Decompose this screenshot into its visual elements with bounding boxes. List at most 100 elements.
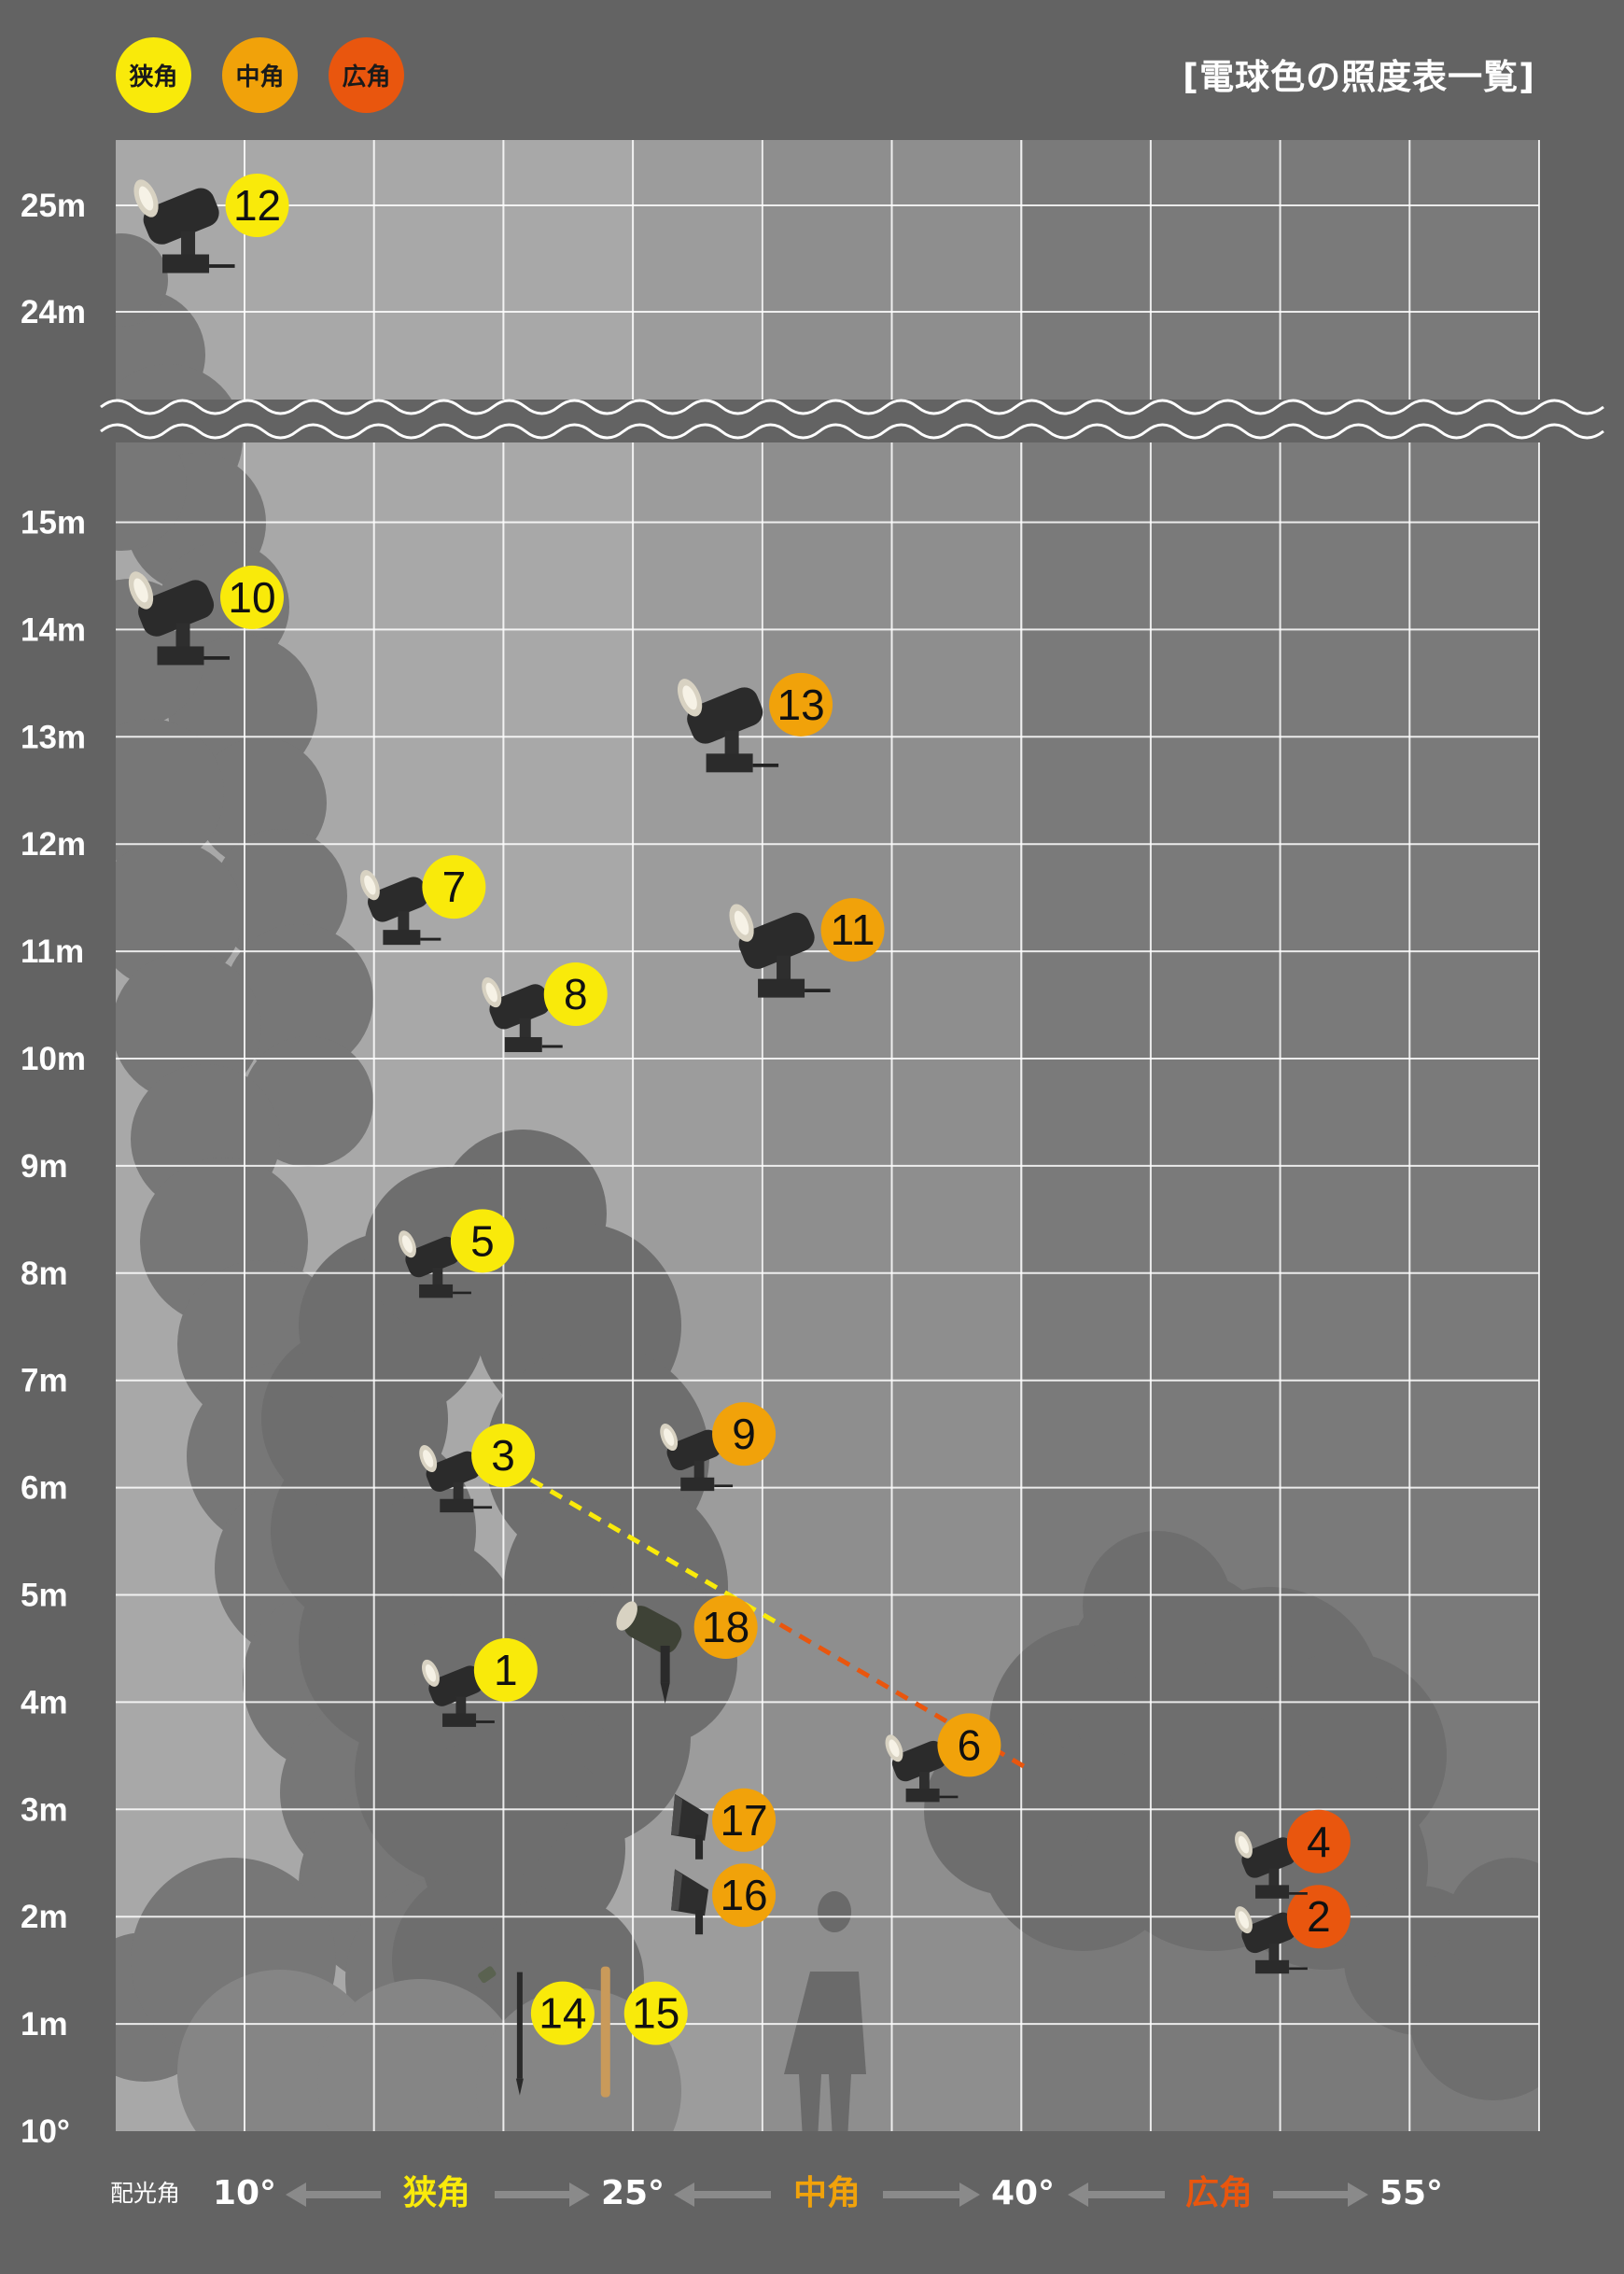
x-tick-55: 55° bbox=[1379, 2174, 1444, 2212]
point-badge bbox=[1286, 1885, 1351, 1949]
point-label: 15 bbox=[632, 1989, 679, 2038]
arrow-left-wide bbox=[1068, 2183, 1165, 2207]
point-4: 4 bbox=[1235, 1809, 1351, 1899]
x-tick-10: 10° bbox=[212, 2174, 277, 2212]
point-badge bbox=[1286, 1809, 1351, 1874]
point-label: 4 bbox=[1307, 1818, 1331, 1866]
tree-blob bbox=[116, 420, 187, 551]
point-badge bbox=[471, 1424, 536, 1488]
point-5: 5 bbox=[399, 1209, 514, 1298]
range-medium-label: 中角 bbox=[792, 2174, 861, 2212]
point-label: 16 bbox=[720, 1871, 767, 1919]
point-label: 14 bbox=[539, 1989, 586, 2038]
axis-break-wave bbox=[100, 423, 1604, 440]
y-tick-label: 15m bbox=[21, 505, 86, 541]
point-label: 3 bbox=[491, 1431, 515, 1480]
point-16: 16 bbox=[671, 1863, 777, 1935]
point-18: 18 bbox=[616, 1594, 758, 1704]
y-tick-label: 14m bbox=[21, 611, 86, 648]
tree-blob bbox=[116, 719, 224, 868]
tree-blob bbox=[317, 1979, 523, 2131]
tree-blob bbox=[224, 924, 373, 1074]
legend-medium: 中角 bbox=[222, 37, 298, 113]
connector-wide bbox=[778, 1622, 1030, 1772]
point-label: 17 bbox=[720, 1796, 767, 1845]
point-17: 17 bbox=[671, 1788, 777, 1860]
y-tick-label: 5m bbox=[21, 1578, 68, 1614]
point-badge bbox=[937, 1713, 1001, 1777]
point-14: 14 bbox=[478, 1966, 595, 2096]
y-tick-label: 8m bbox=[21, 1256, 68, 1292]
legend-narrow: 狭角 bbox=[116, 37, 191, 113]
grid bbox=[116, 140, 1540, 2131]
point-2: 2 bbox=[1235, 1885, 1351, 1974]
legend-wide: 広角 bbox=[329, 37, 404, 113]
point-3: 3 bbox=[419, 1424, 536, 1513]
point-label: 7 bbox=[442, 863, 467, 911]
x-axis-label: 配光角 bbox=[110, 2180, 181, 2207]
y-tick-label: 2m bbox=[21, 1899, 68, 1935]
x-tick-25: 25° bbox=[600, 2174, 665, 2212]
point-label: 12 bbox=[233, 181, 281, 230]
legend: 狭角 中角 広角 bbox=[116, 37, 404, 114]
person-silhouette bbox=[784, 1891, 866, 2131]
y-tick-label: 10m bbox=[21, 1041, 86, 1077]
y-tick-label: 4m bbox=[21, 1684, 68, 1720]
tree-blob bbox=[116, 233, 168, 327]
point-label: 18 bbox=[702, 1603, 749, 1651]
x-axis: 配光角 10° 狭角 25° 中角 40° 広角 55° bbox=[0, 2166, 1624, 2222]
point-label: 2 bbox=[1307, 1892, 1331, 1941]
point-6: 6 bbox=[885, 1713, 1001, 1803]
point-badge bbox=[220, 565, 284, 629]
y-tick-label: 9m bbox=[21, 1148, 68, 1185]
point-badge bbox=[769, 672, 833, 737]
point-label: 6 bbox=[958, 1720, 982, 1769]
y-tick-label: 24m bbox=[21, 294, 86, 330]
y-tick-label: 3m bbox=[21, 1791, 68, 1828]
axis-break-wave bbox=[100, 399, 1604, 415]
y-tick-label: 1m bbox=[21, 2006, 68, 2042]
point-badge bbox=[623, 1981, 688, 2045]
point-badge bbox=[543, 962, 608, 1027]
point-9: 9 bbox=[660, 1402, 777, 1492]
arrow-left-narrow bbox=[286, 2183, 381, 2207]
range-wide-label: 広角 bbox=[1184, 2174, 1253, 2212]
point-badge bbox=[693, 1594, 758, 1659]
tree-blob bbox=[1083, 1531, 1232, 1680]
y-tick-label: 12m bbox=[21, 826, 86, 863]
axis-break bbox=[98, 399, 1604, 442]
connector-line bbox=[529, 1477, 1030, 1772]
point-badge bbox=[820, 898, 885, 962]
point-badge bbox=[473, 1637, 538, 1702]
y-tick-label: 25m bbox=[21, 188, 86, 224]
point-badge bbox=[422, 855, 486, 919]
point-12: 12 bbox=[133, 174, 289, 274]
chart-title: [電球色の照度表一覧] bbox=[1183, 57, 1535, 97]
point-badge bbox=[712, 1788, 777, 1852]
y-tick-label: 11m bbox=[21, 933, 84, 970]
point-8: 8 bbox=[482, 962, 608, 1053]
arrow-right-medium bbox=[883, 2183, 980, 2207]
connector-narrow bbox=[529, 1477, 782, 1627]
point-13: 13 bbox=[677, 672, 833, 773]
y-axis-ticks: 10° 1m 2m 3m 4m 5m 6m 7m 8m 9m 10m 11m 12m 13m 14m 15m 2… bbox=[21, 188, 86, 2150]
point-badge bbox=[530, 1981, 595, 2045]
point-label: 10 bbox=[228, 573, 275, 622]
y-tick-label: 6m bbox=[21, 1470, 68, 1507]
point-label: 8 bbox=[564, 970, 588, 1018]
range-narrow-label: 狭角 bbox=[402, 2174, 471, 2212]
point-badge bbox=[712, 1402, 777, 1467]
point-badge bbox=[450, 1209, 514, 1273]
point-badge bbox=[225, 174, 289, 237]
arrow-left-medium bbox=[674, 2183, 771, 2207]
point-label: 1 bbox=[494, 1646, 518, 1694]
point-15: 15 bbox=[600, 1966, 688, 2098]
point-label: 5 bbox=[470, 1216, 495, 1265]
point-11: 11 bbox=[729, 898, 885, 998]
y-tick-label: 13m bbox=[21, 719, 86, 755]
point-label: 9 bbox=[732, 1410, 756, 1458]
x-tick-40: 40° bbox=[990, 2174, 1056, 2212]
point-badge bbox=[712, 1863, 777, 1928]
